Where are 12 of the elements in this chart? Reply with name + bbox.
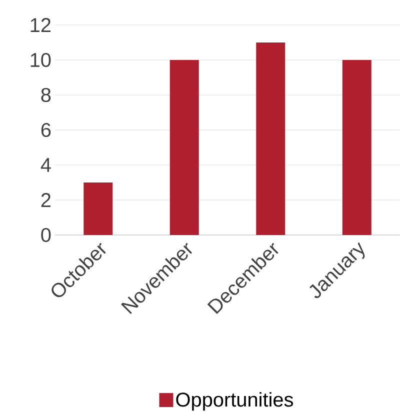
y-tick-label: 12 [30,18,50,32]
y-tick-label: 8 [41,88,51,102]
bar [84,182,113,235]
y-tick-label: 10 [30,52,51,68]
legend-label: Opportunities [176,392,294,411]
y-tick-label: 2 [41,193,50,207]
bar [256,42,286,235]
bar [170,60,199,235]
y-tick-label: 4 [40,158,51,172]
y-tick-label: 6 [41,122,51,138]
y-tick-label: 0 [41,228,51,242]
bar [342,60,372,235]
